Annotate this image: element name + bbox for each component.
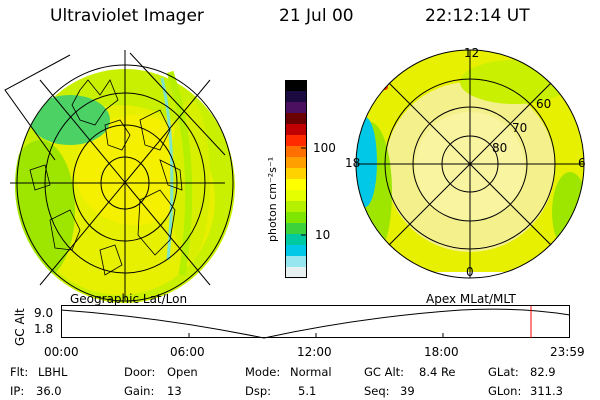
coastlines [29,79,183,276]
geo-grid [4,50,234,302]
colorbar-band [285,80,307,92]
dsp-value: 5.1 [298,384,317,398]
altitude-tick-bottom: 1.8 [34,322,54,336]
polar-panel-label: Apex MLat/MLT [426,292,516,306]
altitude-trace [60,308,571,339]
mlt-18-label: 18 [345,156,361,170]
colorbar-band [285,124,307,136]
geographic-panel-label: Geographic Lat/Lon [70,292,188,306]
colorbar-band [285,91,307,103]
xtick-0600: 06:00 [170,345,205,359]
colorbar-band [285,179,307,191]
ip-label: IP: [10,384,25,398]
colorbar-band [285,245,307,257]
colorbar-band [285,135,307,147]
colorbar-tick-10: 10 [315,228,331,242]
geo-emission-image [15,69,235,303]
colorbar-band [285,212,307,224]
seq-label: Seq: [364,384,390,398]
colorbar-band [285,146,307,158]
colorbar-band [285,234,307,246]
colorbar-unit-label: photon cm⁻²s⁻¹ [266,156,279,242]
mlt-6-label: 6 [578,156,586,170]
colorbar-band [285,113,307,125]
gain-value: 13 [167,384,182,398]
colorbar-band [285,157,307,169]
door-value: Open [167,365,198,379]
polar-grid [355,49,585,279]
mode-value: Normal [290,365,332,379]
colorbar-band [285,223,307,235]
mlat-70-label: 70 [512,121,528,135]
colorbar-band [285,168,307,180]
gain-label: Gain: [124,384,155,398]
flt-label: Flt: [10,365,29,379]
glon-value: 311.3 [530,384,563,398]
flt-value: LBHL [38,365,68,379]
xtick-2359: 23:59 [550,345,585,359]
glon-label: GLon: [488,384,522,398]
xtick-0000: 00:00 [44,345,79,359]
colorbar [285,80,307,279]
seq-value: 39 [400,384,415,398]
colorbar-band [285,201,307,213]
instrument-title: Ultraviolet Imager [50,6,204,26]
xtick-1800: 18:00 [424,345,459,359]
glat-label: GLat: [488,365,519,379]
dsp-label: Dsp: [245,384,272,398]
ip-value: 36.0 [36,384,62,398]
date-label: 21 Jul 00 [279,6,354,26]
door-label: Door: [124,365,156,379]
xtick-1200: 12:00 [297,345,332,359]
altitude-axis-label: GC Alt [13,308,27,346]
mlt-12-label: 12 [464,46,480,60]
geographic-image-panel [4,50,235,303]
mode-label: Mode: [245,365,281,379]
colorbar-band [285,102,307,114]
colorbar-band [285,190,307,202]
mlat-80-label: 80 [492,141,508,155]
mlat-60-label: 60 [536,97,552,111]
colorbar-band [285,256,307,268]
gcalt-label: GC Alt: [364,365,405,379]
time-label: 22:12:14 UT [425,6,530,26]
gcalt-value: 8.4 Re [419,365,456,379]
colorbar-band [285,267,307,279]
glat-value: 82.9 [530,365,556,379]
polar-mlt-panel [355,49,585,279]
altitude-tick-top: 9.0 [34,306,54,320]
mlt-0-label: 0 [466,265,474,279]
colorbar-tick-100: 100 [313,141,336,155]
altitude-plot [60,305,571,339]
